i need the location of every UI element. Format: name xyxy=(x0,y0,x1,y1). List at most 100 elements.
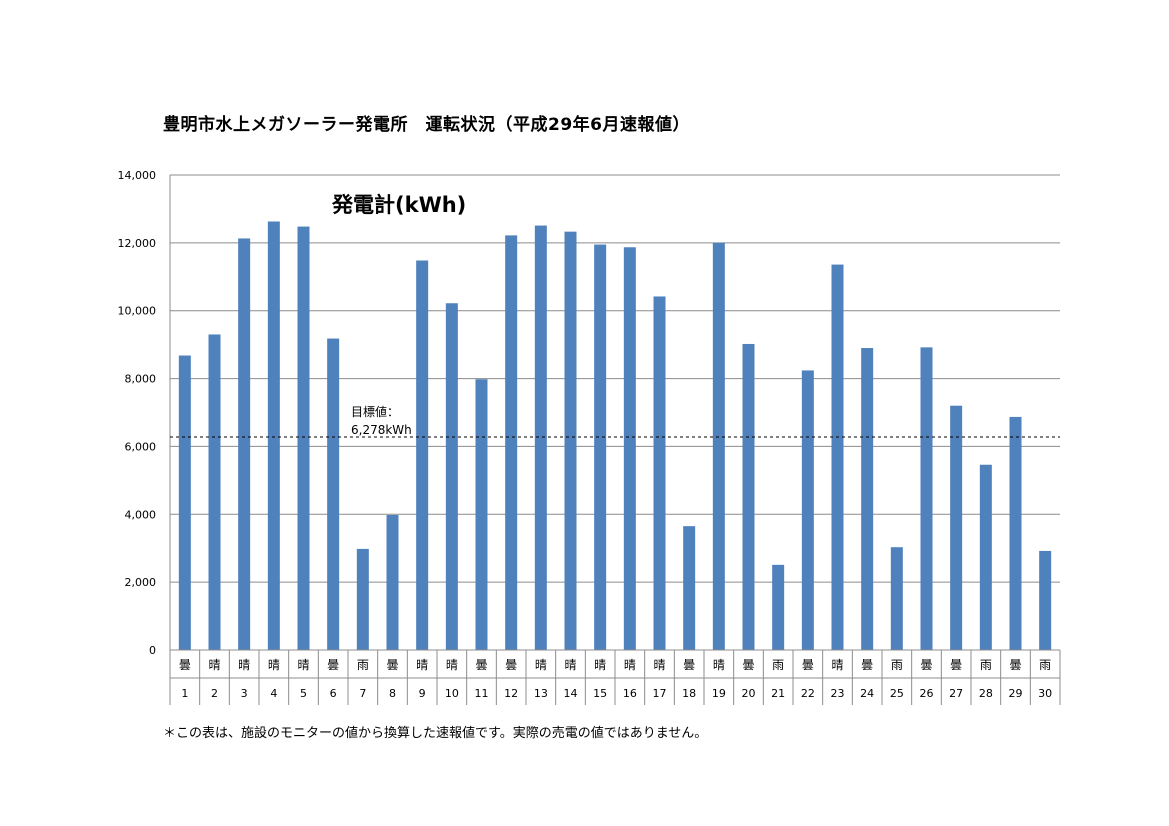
y-tick-label: 14,000 xyxy=(118,169,157,182)
x-tick-label: 3 xyxy=(241,687,248,700)
weather-label: 晴 xyxy=(297,658,309,672)
bar-day-17 xyxy=(653,296,666,650)
weather-label: 曇 xyxy=(802,658,814,672)
bar-day-19 xyxy=(712,242,725,650)
bar-day-3 xyxy=(238,238,251,651)
x-tick-label: 5 xyxy=(300,687,307,700)
x-tick-label: 15 xyxy=(593,687,607,700)
weather-label: 晴 xyxy=(446,658,458,672)
x-tick-label: 11 xyxy=(475,687,489,700)
y-tick-label: 6,000 xyxy=(125,440,157,453)
x-tick-label: 14 xyxy=(564,687,578,700)
weather-label: 曇 xyxy=(475,658,487,672)
bar-day-22 xyxy=(801,370,814,650)
bar-day-1 xyxy=(178,355,191,650)
weather-label: 晴 xyxy=(208,658,220,672)
weather-label: 雨 xyxy=(980,658,992,672)
x-tick-label: 30 xyxy=(1038,687,1052,700)
x-tick-label: 22 xyxy=(801,687,815,700)
x-tick-label: 27 xyxy=(949,687,963,700)
bar-day-13 xyxy=(534,225,547,650)
weather-label: 晴 xyxy=(535,658,547,672)
category-table: 曇 1 晴 2 晴 3 晴 4 晴 5 曇 6 雨 7 曇 8 晴 9 晴 10 曇 11 曇 12 晴 13 晴 14 晴 15 晴 16 晴… xyxy=(169,649,1061,705)
chart-title: 発電計(kWh) xyxy=(331,193,466,217)
bar-day-28 xyxy=(979,464,992,650)
target-label-line2: 6,278kWh xyxy=(351,423,412,437)
weather-label: 雨 xyxy=(891,658,903,672)
weather-label: 曇 xyxy=(920,658,932,672)
x-tick-label: 9 xyxy=(419,687,426,700)
weather-label: 晴 xyxy=(238,658,250,672)
bar-day-14 xyxy=(564,231,577,651)
bar-day-7 xyxy=(356,548,369,650)
bar-day-11 xyxy=(475,379,488,650)
bar-day-21 xyxy=(772,564,785,650)
bar-day-23 xyxy=(831,264,844,650)
weather-label: 晴 xyxy=(653,658,665,672)
weather-label: 曇 xyxy=(505,658,517,672)
weather-label: 晴 xyxy=(831,658,843,672)
x-tick-label: 21 xyxy=(771,687,785,700)
bar-day-5 xyxy=(297,226,310,651)
bars xyxy=(178,221,1052,651)
bar-day-30 xyxy=(1039,550,1052,650)
y-axis-ticks: 0 2,000 4,000 6,000 8,000 10,000 12,000 14,000 xyxy=(118,169,157,657)
target-label-line1: 目標値： xyxy=(351,404,399,419)
x-tick-label: 16 xyxy=(623,687,637,700)
weather-label: 晴 xyxy=(624,658,636,672)
weather-label: 晴 xyxy=(564,658,576,672)
bar-day-9 xyxy=(416,260,429,650)
bar-day-25 xyxy=(890,547,903,650)
weather-label: 雨 xyxy=(357,658,369,672)
weather-label: 雨 xyxy=(772,658,784,672)
x-tick-label: 20 xyxy=(742,687,756,700)
weather-label: 曇 xyxy=(386,658,398,672)
x-tick-label: 24 xyxy=(860,687,874,700)
page-title: 豊明市水上メガソーラー発電所 運転状況（平成29年6月速報値） xyxy=(163,115,690,135)
y-tick-label: 2,000 xyxy=(125,576,157,589)
weather-label: 晴 xyxy=(416,658,428,672)
x-tick-label: 1 xyxy=(181,687,188,700)
weather-label: 曇 xyxy=(950,658,962,672)
weather-label: 曇 xyxy=(327,658,339,672)
x-tick-label: 7 xyxy=(359,687,366,700)
bar-day-24 xyxy=(861,348,874,650)
x-tick-label: 8 xyxy=(389,687,396,700)
bar-day-4 xyxy=(267,221,280,650)
x-tick-label: 23 xyxy=(831,687,845,700)
bar-day-15 xyxy=(594,244,607,650)
bar-day-26 xyxy=(920,347,933,650)
footnote: ＊この表は、施設のモニターの値から換算した速報値です。実際の売電の値ではありませ… xyxy=(163,726,708,741)
x-tick-label: 19 xyxy=(712,687,726,700)
weather-label: 雨 xyxy=(1039,658,1051,672)
y-tick-label: 8,000 xyxy=(125,373,157,386)
weather-label: 曇 xyxy=(1009,658,1021,672)
bar-day-27 xyxy=(950,405,963,650)
x-tick-label: 28 xyxy=(979,687,993,700)
x-tick-label: 26 xyxy=(920,687,934,700)
x-tick-label: 17 xyxy=(653,687,667,700)
bar-day-12 xyxy=(505,235,518,650)
x-tick-label: 2 xyxy=(211,687,218,700)
x-tick-label: 18 xyxy=(682,687,696,700)
x-tick-label: 13 xyxy=(534,687,548,700)
y-tick-label: 4,000 xyxy=(125,508,157,521)
y-tick-label: 0 xyxy=(149,644,156,657)
x-tick-label: 6 xyxy=(330,687,337,700)
weather-label: 曇 xyxy=(861,658,873,672)
bar-day-16 xyxy=(623,247,636,650)
y-tick-label: 10,000 xyxy=(118,305,157,318)
target-line-group: 目標値： 6,278kWh xyxy=(170,404,1060,438)
x-tick-label: 12 xyxy=(504,687,518,700)
y-tick-label: 12,000 xyxy=(118,237,157,250)
weather-label: 曇 xyxy=(179,658,191,672)
bar-day-2 xyxy=(208,334,221,650)
bar-day-6 xyxy=(327,338,340,650)
weather-label: 晴 xyxy=(713,658,725,672)
bar-day-29 xyxy=(1009,416,1022,650)
bar-day-8 xyxy=(386,514,399,650)
weather-label: 曇 xyxy=(683,658,695,672)
x-tick-label: 25 xyxy=(890,687,904,700)
x-tick-label: 4 xyxy=(270,687,277,700)
